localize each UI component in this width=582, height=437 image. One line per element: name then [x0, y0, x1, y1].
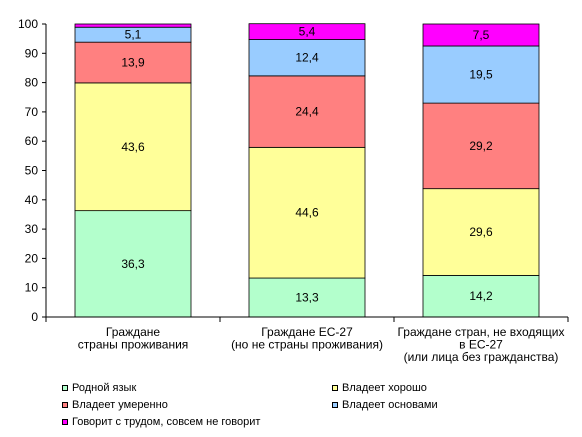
y-tick-label: 90 — [25, 46, 39, 60]
data-label: 5,1 — [125, 28, 142, 42]
y-tick-label: 40 — [25, 193, 39, 207]
data-label: 43,6 — [121, 140, 145, 154]
bar-segment — [248, 75, 366, 148]
bar-segment — [248, 39, 366, 77]
category-label: страны проживания — [78, 338, 189, 352]
bar-segment — [74, 210, 192, 318]
legend-label: Родной язык — [72, 382, 137, 394]
legend-swatch — [62, 402, 68, 408]
bar-segment — [248, 23, 366, 40]
y-tick-label: 50 — [25, 164, 39, 178]
y-tick-label: 0 — [31, 310, 38, 324]
bar-segment — [422, 102, 540, 190]
legend-label: Владеет хорошо — [342, 382, 427, 394]
data-label: 13,3 — [295, 291, 319, 305]
y-tick-label: 80 — [25, 76, 39, 90]
y-tick-label: 30 — [25, 222, 39, 236]
category-label: в ЕС-27 — [459, 338, 503, 352]
data-label: 29,6 — [469, 225, 493, 239]
legend-swatch — [62, 385, 68, 391]
legend-label: Владеет основами — [342, 399, 438, 411]
legend-item: Говорит с трудом, совсем не говорит — [62, 416, 260, 428]
data-label: 13,9 — [121, 56, 145, 70]
bar-segment — [422, 45, 540, 104]
data-label: 29,2 — [469, 139, 493, 153]
legend-item: Владеет основами — [332, 399, 438, 411]
data-label: 24,4 — [295, 105, 319, 119]
category-label: Граждане ЕС-27 — [261, 325, 353, 339]
bar-segment — [74, 41, 192, 84]
y-tick-label: 10 — [25, 281, 39, 295]
category-label: Граждане стран, не входящих — [397, 325, 564, 339]
data-label: 36,3 — [121, 257, 145, 271]
category-label: (или лица без гражданства) — [404, 350, 559, 364]
data-label: 44,6 — [295, 206, 319, 220]
bar-segment — [422, 188, 540, 276]
stacked-bar-chart: 0 10 20 30 40 50 60 70 80 90 100 36,3 43,6 13,9 5,1 Гра… — [18, 17, 569, 364]
data-label: 19,5 — [469, 68, 493, 82]
legend-swatch — [332, 385, 338, 391]
legend-item: Владеет хорошо — [332, 382, 427, 394]
y-tick-label: 60 — [25, 134, 39, 148]
bar-segment — [422, 274, 540, 318]
legend-swatch — [332, 402, 338, 408]
legend-label: Владеет умеренно — [72, 399, 168, 411]
category-label: Граждане — [106, 325, 161, 339]
bar-segment — [74, 82, 192, 212]
data-label: 5,4 — [299, 25, 316, 39]
bar-segment — [422, 23, 540, 47]
category-label: (но не страны проживания) — [231, 338, 383, 352]
data-label: 12,4 — [295, 51, 319, 65]
data-label: 7,5 — [473, 28, 490, 42]
y-tick-label: 100 — [18, 17, 38, 31]
legend: Родной язык Владеет хорошо Владеет умере… — [62, 376, 542, 432]
y-tick-label: 70 — [25, 105, 39, 119]
bar-segment — [74, 23, 192, 28]
y-tick-label: 20 — [25, 251, 39, 265]
legend-item: Родной язык — [62, 382, 136, 394]
legend-swatch — [62, 419, 68, 425]
legend-label: Говорит с трудом, совсем не говорит — [72, 416, 261, 428]
legend-item: Владеет умеренно — [62, 399, 168, 411]
data-label: 14,2 — [469, 289, 493, 303]
